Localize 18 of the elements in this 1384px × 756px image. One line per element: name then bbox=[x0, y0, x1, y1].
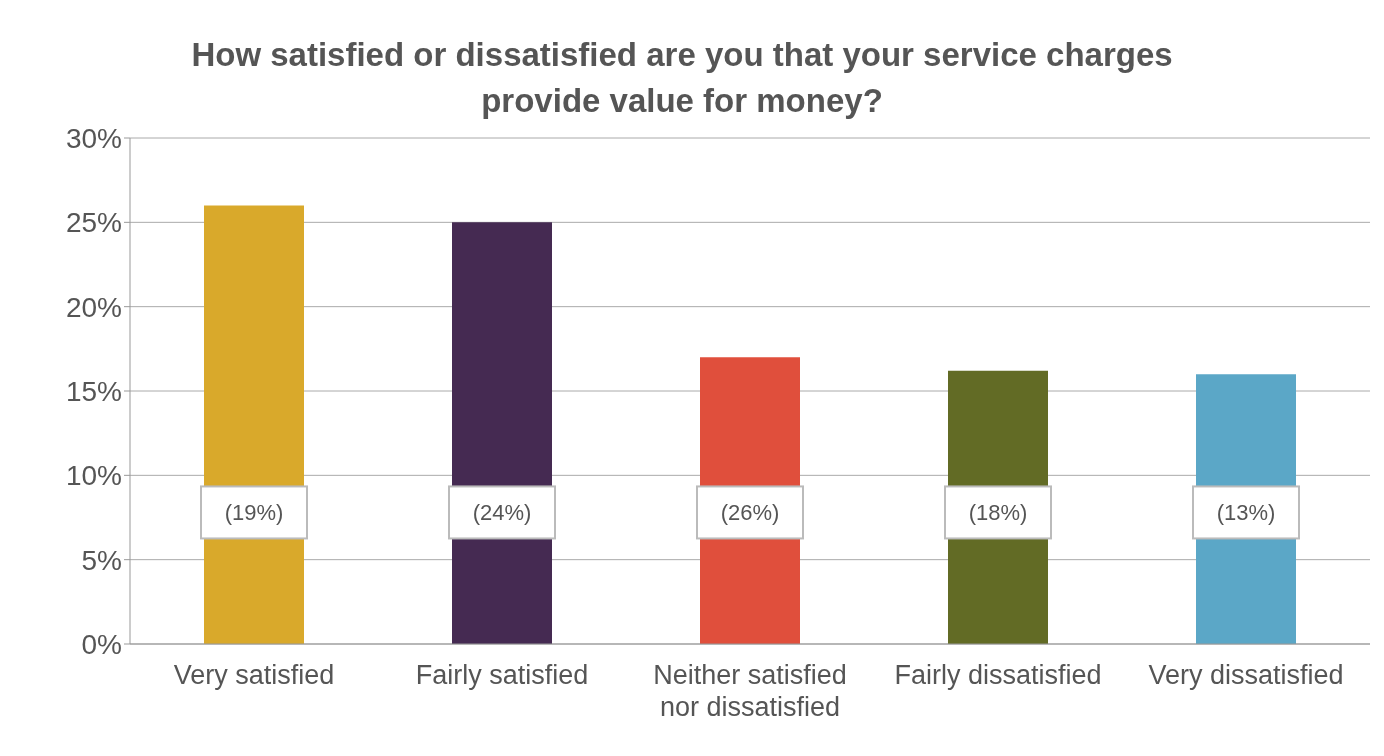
chart-title: How satisfied or dissatisfied are you that your service charges provide value for money? bbox=[190, 35, 1174, 121]
y-tick-label: 5% bbox=[81, 544, 122, 576]
annotation: (24%) bbox=[472, 500, 532, 526]
x-tick-label: Fairly satisfied bbox=[415, 660, 589, 690]
x-tick-label: Very dissatisfied bbox=[1148, 660, 1344, 690]
x-tick-label: Neither satisfied nor dissatisfied bbox=[653, 660, 847, 722]
y-tick-label: 0% bbox=[81, 628, 122, 660]
y-tick-label: 30% bbox=[65, 122, 122, 154]
y-tick-label: 25% bbox=[65, 207, 122, 239]
annotation: (18%) bbox=[968, 500, 1028, 526]
x-tick-label: Fairly dissatisfied bbox=[894, 660, 1102, 690]
annotation: (13%) bbox=[1216, 500, 1276, 526]
y-tick-label: 10% bbox=[65, 460, 122, 492]
y-tick-label: 20% bbox=[65, 291, 122, 323]
y-tick-label: 15% bbox=[65, 375, 122, 407]
annotation: (26%) bbox=[720, 500, 780, 526]
x-tick-label: Very satisfied bbox=[173, 660, 335, 690]
annotation: (19%) bbox=[224, 500, 284, 526]
